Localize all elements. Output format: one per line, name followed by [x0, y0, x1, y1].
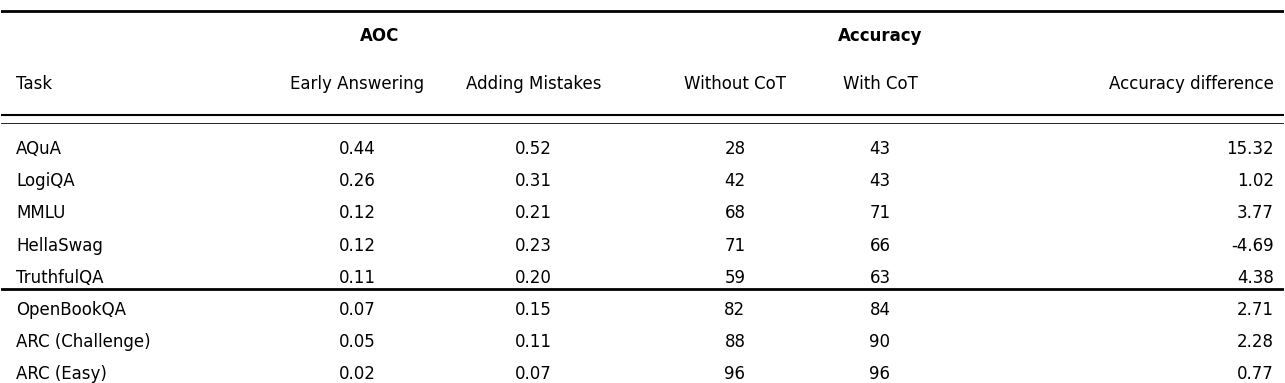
- Text: 0.02: 0.02: [339, 365, 377, 383]
- Text: 3.77: 3.77: [1237, 205, 1273, 223]
- Text: Early Answering: Early Answering: [290, 75, 424, 93]
- Text: 43: 43: [870, 140, 891, 158]
- Text: 0.44: 0.44: [339, 140, 377, 158]
- Text: 0.20: 0.20: [515, 268, 551, 286]
- Text: 59: 59: [725, 268, 745, 286]
- Text: 2.28: 2.28: [1237, 333, 1273, 351]
- Text: 84: 84: [870, 301, 891, 319]
- Text: 88: 88: [725, 333, 745, 351]
- Text: 0.21: 0.21: [515, 205, 551, 223]
- Text: 43: 43: [870, 172, 891, 190]
- Text: ARC (Challenge): ARC (Challenge): [17, 333, 150, 351]
- Text: 4.38: 4.38: [1237, 268, 1273, 286]
- Text: OpenBookQA: OpenBookQA: [17, 301, 126, 319]
- Text: 71: 71: [870, 205, 891, 223]
- Text: 0.52: 0.52: [515, 140, 551, 158]
- Text: 0.12: 0.12: [339, 205, 377, 223]
- Text: 0.12: 0.12: [339, 237, 377, 255]
- Text: -4.69: -4.69: [1231, 237, 1273, 255]
- Text: 68: 68: [725, 205, 745, 223]
- Text: 90: 90: [870, 333, 891, 351]
- Text: 71: 71: [725, 237, 745, 255]
- Text: Accuracy: Accuracy: [838, 27, 923, 45]
- Text: MMLU: MMLU: [17, 205, 66, 223]
- Text: AOC: AOC: [360, 27, 400, 45]
- Text: TruthfulQA: TruthfulQA: [17, 268, 104, 286]
- Text: LogiQA: LogiQA: [17, 172, 75, 190]
- Text: 15.32: 15.32: [1226, 140, 1273, 158]
- Text: With CoT: With CoT: [843, 75, 917, 93]
- Text: 0.05: 0.05: [339, 333, 377, 351]
- Text: 0.23: 0.23: [515, 237, 551, 255]
- Text: 0.77: 0.77: [1237, 365, 1273, 383]
- Text: Without CoT: Without CoT: [684, 75, 786, 93]
- Text: 42: 42: [725, 172, 745, 190]
- Text: ARC (Easy): ARC (Easy): [17, 365, 107, 383]
- Text: 28: 28: [725, 140, 745, 158]
- Text: Task: Task: [17, 75, 53, 93]
- Text: 0.11: 0.11: [339, 268, 377, 286]
- Text: 66: 66: [870, 237, 891, 255]
- Text: Adding Mistakes: Adding Mistakes: [465, 75, 601, 93]
- Text: 0.11: 0.11: [515, 333, 551, 351]
- Text: HellaSwag: HellaSwag: [17, 237, 103, 255]
- Text: 0.26: 0.26: [339, 172, 377, 190]
- Text: 0.31: 0.31: [515, 172, 551, 190]
- Text: AQuA: AQuA: [17, 140, 62, 158]
- Text: 82: 82: [725, 301, 745, 319]
- Text: 96: 96: [870, 365, 891, 383]
- Text: 96: 96: [725, 365, 745, 383]
- Text: 63: 63: [870, 268, 891, 286]
- Text: 0.07: 0.07: [339, 301, 377, 319]
- Text: 2.71: 2.71: [1237, 301, 1273, 319]
- Text: 0.07: 0.07: [515, 365, 551, 383]
- Text: 1.02: 1.02: [1237, 172, 1273, 190]
- Text: Accuracy difference: Accuracy difference: [1109, 75, 1273, 93]
- Text: 0.15: 0.15: [515, 301, 551, 319]
